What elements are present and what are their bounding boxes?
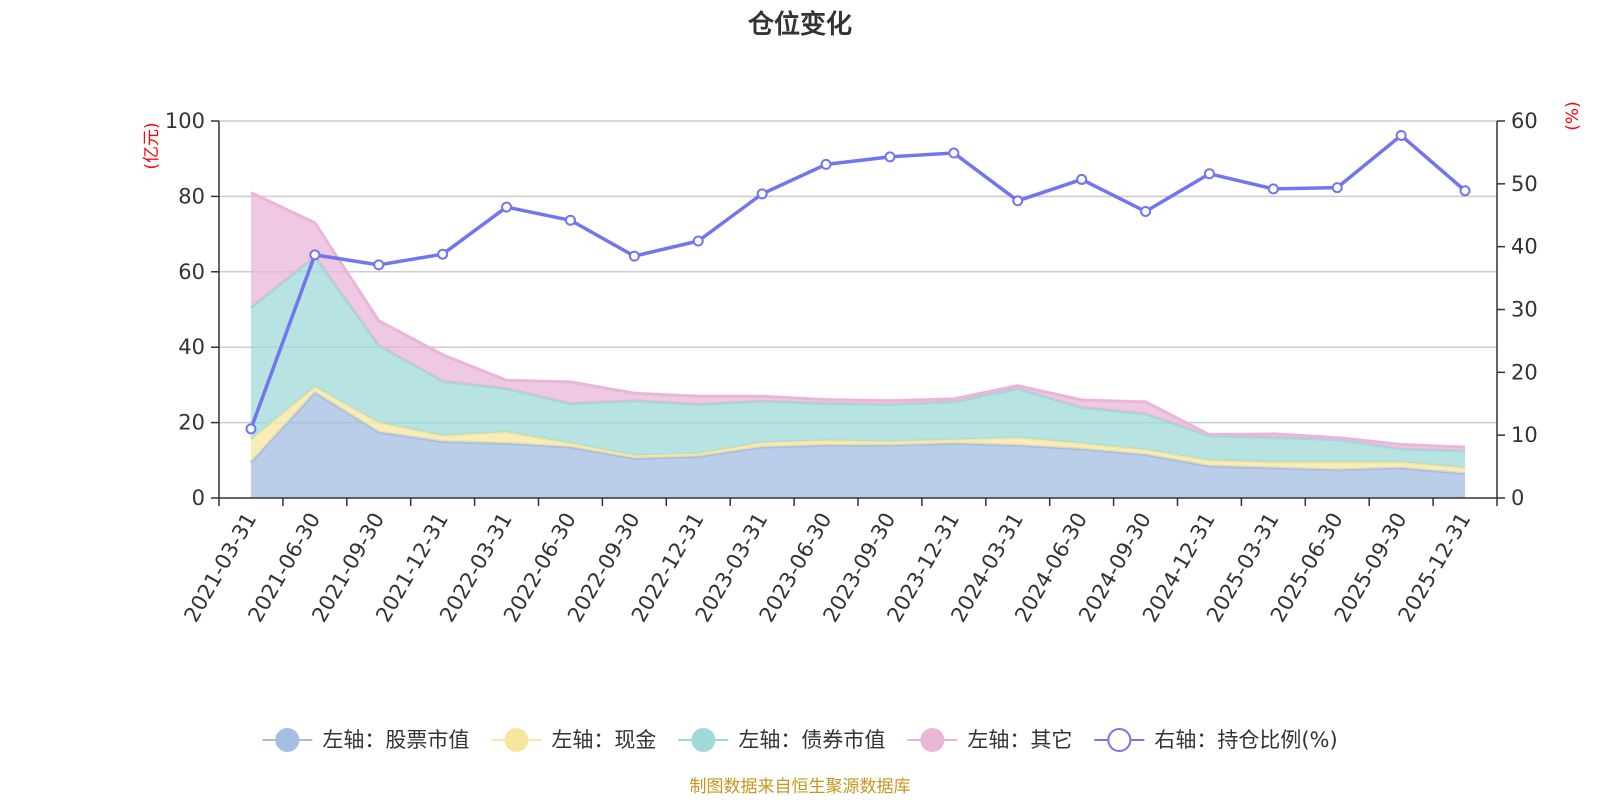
ratio-point [756, 188, 768, 200]
legend-label: 左轴：其它 [967, 728, 1072, 752]
ratio-point [1331, 182, 1343, 194]
ratio-point [1140, 205, 1152, 217]
area-series-3 [250, 256, 1466, 468]
right-tick-label: 0 [1511, 486, 1524, 510]
left-tick-label: 40 [178, 335, 205, 359]
right-tick-label: 20 [1511, 360, 1538, 384]
area-series-2 [250, 386, 1466, 474]
grid-lines [219, 120, 1497, 424]
ratio-point [1459, 185, 1471, 197]
legend-marker [920, 728, 945, 752]
ratio-point [1267, 183, 1279, 195]
ratio-point [564, 214, 576, 226]
area-series-4 [250, 192, 1466, 451]
holding-ratio-line [245, 129, 1471, 435]
ratio-point [437, 248, 449, 260]
ratio-point [1012, 195, 1024, 207]
left-tick-label: 0 [192, 486, 205, 510]
ratio-line-path [249, 133, 1467, 430]
legend-marker [691, 728, 716, 752]
left-axis-unit: (亿元) [142, 122, 162, 169]
ratio-point [820, 158, 832, 170]
ratio-point [1395, 129, 1407, 141]
chart-title: 仓位变化 [747, 9, 852, 40]
ratio-point [309, 249, 321, 261]
ratio-point [245, 423, 257, 435]
left-tick-label: 100 [165, 109, 205, 133]
ratio-point [1203, 168, 1215, 180]
right-tick-label: 60 [1511, 109, 1538, 133]
legend: 左轴：股票市值 左轴：现金 左轴：债券市值 左轴：其它 右轴：持仓比例(%) [262, 728, 1338, 752]
right-tick-label: 50 [1511, 172, 1538, 196]
ratio-point [373, 259, 385, 271]
ratio-point [884, 151, 896, 163]
area-edge-series-4 [250, 191, 1466, 449]
source-note: 制图数据来自恒生聚源数据库 [690, 777, 911, 797]
legend-label: 左轴：现金 [551, 728, 656, 752]
legend-marker [504, 728, 529, 752]
left-tick-label: 20 [178, 411, 205, 435]
legend-label: 左轴：股票市值 [322, 728, 469, 752]
legend-label: 左轴：债券市值 [738, 728, 885, 752]
legend-label: 右轴：持仓比例(%) [1154, 728, 1337, 752]
ratio-point [1076, 173, 1088, 185]
legend-marker [275, 728, 300, 752]
right-tick-label: 30 [1511, 298, 1538, 322]
legend-marker [1107, 728, 1132, 752]
left-tick-label: 80 [178, 184, 205, 208]
ratio-point [948, 147, 960, 159]
right-axis-unit: (%) [1563, 101, 1583, 130]
ratio-point [628, 250, 640, 262]
ratio-point [692, 235, 704, 247]
ratio-point [501, 201, 513, 213]
right-tick-label: 10 [1511, 423, 1538, 447]
right-tick-label: 40 [1511, 235, 1538, 259]
stacked-areas [249, 191, 1466, 498]
left-tick-label: 60 [178, 260, 205, 284]
